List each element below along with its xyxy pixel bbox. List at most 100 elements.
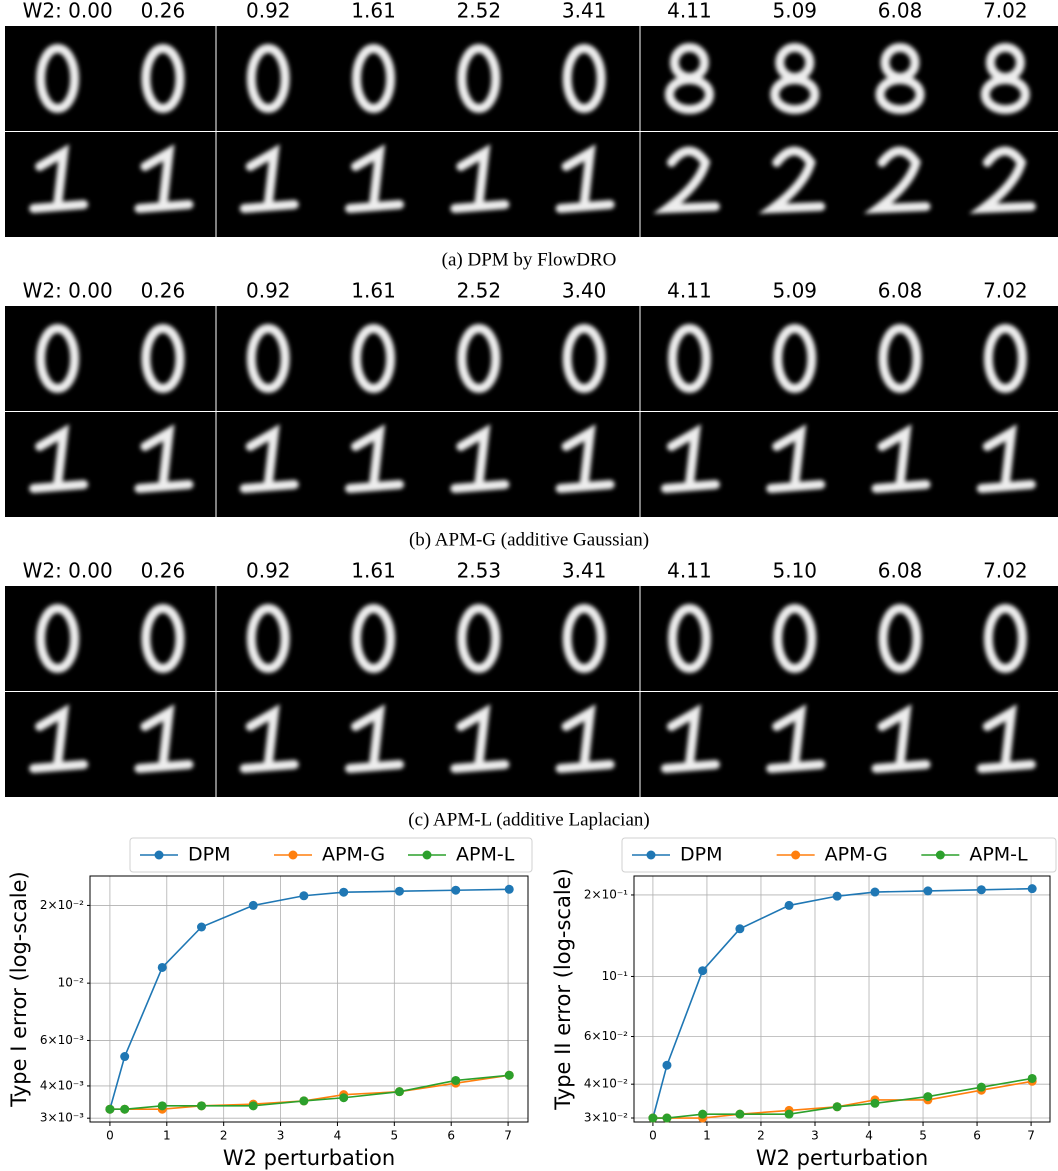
data-point bbox=[339, 1093, 349, 1103]
digit-zero bbox=[878, 604, 922, 673]
digit-one bbox=[345, 144, 405, 213]
series-line bbox=[652, 1077, 1033, 1119]
data-point bbox=[1027, 1073, 1037, 1083]
w2-label: 7.02 bbox=[983, 279, 1028, 303]
digit-zero bbox=[352, 44, 396, 113]
y-tick-label: 3×10⁻³ bbox=[40, 1111, 84, 1125]
digit-zero bbox=[983, 324, 1027, 393]
series-line bbox=[652, 887, 1033, 1119]
legend bbox=[621, 837, 1057, 873]
w2-label: 4.11 bbox=[667, 0, 712, 23]
digit-eight bbox=[664, 75, 714, 114]
x-axis-label: W2 perturbation bbox=[756, 1146, 928, 1170]
digit-zero bbox=[352, 604, 396, 673]
x-tick-label: 2 bbox=[220, 1129, 228, 1143]
digit-zero bbox=[878, 324, 922, 393]
w2-label: 1.61 bbox=[351, 279, 396, 303]
digit-zero bbox=[36, 604, 80, 673]
w2-label: W2: 0.00 bbox=[23, 559, 113, 583]
data-point bbox=[648, 1113, 658, 1123]
series-line bbox=[109, 1074, 510, 1111]
y-tick-label: 10⁻¹ bbox=[602, 969, 629, 983]
data-point bbox=[832, 891, 842, 901]
w2-label: 0.92 bbox=[246, 0, 291, 23]
digit-one bbox=[134, 144, 194, 213]
legend-marker bbox=[154, 850, 164, 860]
digits bbox=[29, 324, 1036, 493]
data-point bbox=[784, 1109, 794, 1119]
data-point bbox=[976, 885, 986, 895]
w2-label: 6.08 bbox=[878, 279, 923, 303]
digits bbox=[29, 604, 1036, 773]
w2-label: W2: 0.00 bbox=[23, 0, 113, 23]
digit-two bbox=[863, 146, 931, 214]
digit-one bbox=[660, 424, 720, 493]
digit-two bbox=[758, 146, 826, 214]
digit-one bbox=[976, 704, 1036, 773]
data-point bbox=[339, 887, 349, 897]
y-axis-label: Type I error (log-scale) bbox=[7, 871, 31, 1107]
w2-label: 5.10 bbox=[772, 559, 817, 583]
data-point bbox=[698, 966, 708, 976]
w2-label: 4.11 bbox=[667, 279, 712, 303]
data-point bbox=[698, 1109, 708, 1119]
w2-label: 5.09 bbox=[772, 279, 817, 303]
data-point bbox=[504, 1070, 514, 1080]
data-point bbox=[870, 1098, 880, 1108]
plot-frame bbox=[89, 875, 529, 1123]
digit-one bbox=[766, 704, 826, 773]
data-point bbox=[662, 1060, 672, 1070]
legend-label: APM-L bbox=[969, 844, 1028, 866]
digit-zero bbox=[667, 604, 711, 673]
x-tick-label: 3 bbox=[811, 1129, 819, 1143]
x-tick-label: 0 bbox=[649, 1129, 657, 1143]
x-tick-label: 7 bbox=[504, 1129, 512, 1143]
legend-marker bbox=[422, 850, 432, 860]
data-point bbox=[120, 1104, 130, 1114]
legend-label: APM-L bbox=[456, 844, 515, 866]
data-point bbox=[735, 924, 745, 934]
legend-marker bbox=[288, 850, 298, 860]
data-point bbox=[157, 962, 167, 972]
digit-zero bbox=[667, 324, 711, 393]
x-tick-label: 2 bbox=[757, 1129, 765, 1143]
data-point bbox=[248, 900, 258, 910]
digit-zero bbox=[246, 44, 290, 113]
series-line bbox=[109, 1074, 510, 1111]
data-point bbox=[451, 1075, 461, 1085]
digit-one bbox=[555, 704, 615, 773]
data-point bbox=[735, 1109, 745, 1119]
caption: (a) DPM by FlowDRO bbox=[442, 249, 617, 270]
w2-label: 0.92 bbox=[246, 279, 291, 303]
w2-label: 6.08 bbox=[878, 0, 923, 23]
y-tick-label: 2×10⁻² bbox=[40, 898, 84, 912]
x-tick-label: 3 bbox=[277, 1129, 285, 1143]
digit-eight bbox=[875, 75, 925, 114]
digit-zero bbox=[457, 604, 501, 673]
digit-one bbox=[450, 424, 510, 493]
w2-label: 6.08 bbox=[878, 559, 923, 583]
data-point bbox=[1027, 884, 1037, 894]
digit-eight bbox=[770, 75, 820, 114]
digit-one bbox=[450, 144, 510, 213]
w2-label: W2: 0.00 bbox=[23, 279, 113, 303]
x-tick-label: 1 bbox=[163, 1129, 171, 1143]
digit-zero bbox=[246, 604, 290, 673]
series-line bbox=[652, 1080, 1033, 1119]
w2-label: 0.26 bbox=[141, 0, 186, 23]
y-tick-label: 4×10⁻² bbox=[584, 1077, 628, 1091]
w2-label: 2.52 bbox=[457, 279, 502, 303]
data-point bbox=[504, 884, 514, 894]
w2-label: 1.61 bbox=[351, 559, 396, 583]
digit-one bbox=[555, 424, 615, 493]
digit-eight bbox=[980, 75, 1030, 114]
data-point bbox=[662, 1113, 672, 1123]
w2-label: 1.61 bbox=[351, 0, 396, 23]
legend-label: APM-G bbox=[322, 844, 385, 866]
digit-two bbox=[653, 146, 720, 214]
digit-one bbox=[766, 424, 826, 493]
w2-label: 0.92 bbox=[246, 559, 291, 583]
legend bbox=[129, 837, 533, 873]
digit-one bbox=[239, 424, 299, 493]
data-point bbox=[299, 1096, 309, 1106]
